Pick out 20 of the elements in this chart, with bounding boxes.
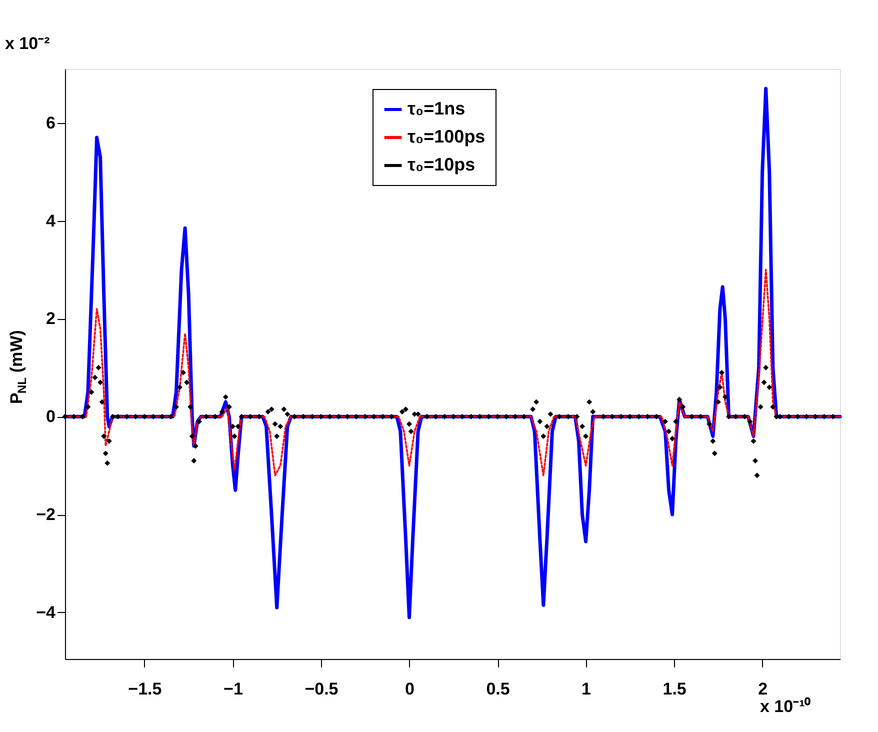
y-tick-label: 0 [46, 407, 56, 426]
legend-label: τ₀=100ps [408, 126, 486, 146]
x-tick-label: 1.5 [662, 680, 686, 698]
legend-label: τ₀=1ns [408, 98, 466, 118]
y-tick-label: 6 [46, 113, 56, 132]
y-axis-title: PNL (mW) [7, 330, 29, 404]
y-tick-label: −4 [36, 602, 56, 622]
text: x 10⁻² [5, 34, 50, 53]
y-tick-label: 4 [46, 211, 56, 230]
x-tick-label: −0.5 [304, 680, 338, 698]
y-tick-label: −2 [36, 505, 56, 524]
x-tick-label: 0 [405, 680, 414, 698]
legend-label: τ₀=10ps [408, 154, 476, 174]
y-tick-label: 2 [46, 309, 56, 328]
x-tick-label: 1 [582, 680, 592, 698]
x-tick-label: −1 [224, 680, 243, 698]
text: x 10⁻¹⁰ [760, 697, 811, 716]
x-tick-label: 0.5 [486, 680, 510, 698]
x-tick-label: −1.5 [128, 680, 162, 698]
x-tick-label: 2 [758, 680, 768, 698]
